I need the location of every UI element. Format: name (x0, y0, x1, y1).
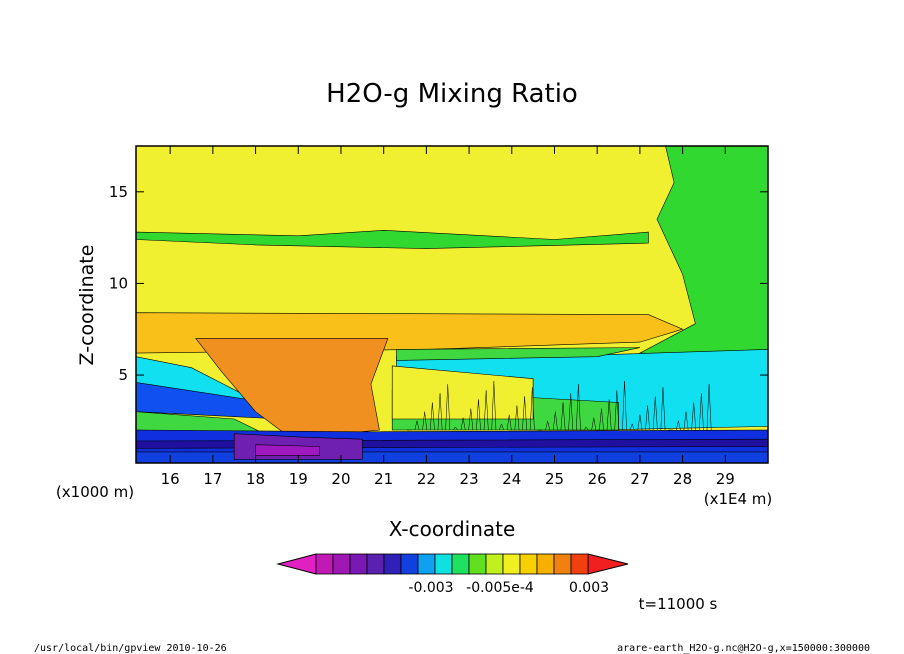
colorbar-swatch (434, 553, 453, 575)
colorbar-arrow-right (587, 553, 629, 575)
colorbar-label-mid: -0.005e-4 (466, 580, 534, 596)
x-tick-label: 28 (673, 470, 692, 488)
x-tick-label: 27 (630, 470, 649, 488)
y-axis: 5 10 15 (109, 183, 768, 384)
y-tick-label: 15 (109, 183, 128, 201)
colorbar-arrow-left (276, 553, 317, 575)
region-magenta-core (255, 444, 320, 456)
region-green-right (638, 146, 768, 358)
region-green-band (136, 229, 649, 249)
colorbar-swatch (570, 553, 589, 575)
x-tick-label: 18 (246, 470, 265, 488)
region-blue-bottom (136, 451, 768, 463)
region-navy-band (136, 438, 768, 449)
x-tick-label: 20 (331, 470, 350, 488)
colorbar-swatch (332, 553, 351, 575)
chart-title: H2O-g Mixing Ratio (326, 79, 578, 109)
x-tick-label: 23 (460, 470, 479, 488)
plot-frame (135, 145, 769, 464)
colorbar-swatch (536, 553, 555, 575)
y-tick-label: 5 (118, 366, 128, 384)
contour-spikes (407, 381, 712, 431)
footer-right: arare-earth_H2O-g.nc@H2O-g,x=150000:3000… (617, 643, 870, 654)
colorbar-swatch (400, 553, 419, 575)
x-tick-label: 17 (203, 470, 222, 488)
colorbar-swatch (553, 553, 572, 575)
x-tick-label: 22 (417, 470, 436, 488)
x-axis-label: X-coordinate (389, 517, 516, 541)
x-tick-label: 16 (161, 470, 180, 488)
region-green-low (396, 347, 640, 361)
x-unit-right: (x1E4 m) (704, 490, 773, 508)
region-yellow-low (391, 365, 534, 420)
colorbar (276, 553, 629, 575)
x-tick-label: 26 (588, 470, 607, 488)
x-unit-left: (x1000 m) (56, 483, 134, 501)
y-axis-label: Z-coordinate (76, 245, 98, 366)
plot-area (136, 146, 768, 463)
colorbar-swatch (468, 553, 487, 575)
colorbar-swatch (315, 553, 334, 575)
x-tick-label: 29 (716, 470, 735, 488)
colorbar-swatch (451, 553, 470, 575)
x-tick-label: 24 (502, 470, 521, 488)
footer-left: /usr/local/bin/gpview 2010-10-26 (34, 643, 227, 654)
x-tick-label: 21 (374, 470, 393, 488)
colorbar-swatch (502, 553, 521, 575)
x-axis: 16 17 18 19 20 21 22 23 24 25 26 27 28 29 (161, 146, 735, 488)
colorbar-label-pos: 0.003 (569, 580, 609, 596)
colorbar-swatch (366, 553, 385, 575)
colorbar-swatch (417, 553, 436, 575)
colorbar-label-neg: -0.003 (408, 580, 453, 596)
x-tick-label: 25 (545, 470, 564, 488)
colorbar-swatch (349, 553, 368, 575)
x-tick-label: 19 (289, 470, 308, 488)
colorbar-swatch (383, 553, 402, 575)
y-tick-label: 10 (109, 274, 128, 292)
time-label: t=11000 s (639, 595, 718, 613)
colorbar-swatch (519, 553, 538, 575)
colorbar-swatch (485, 553, 504, 575)
